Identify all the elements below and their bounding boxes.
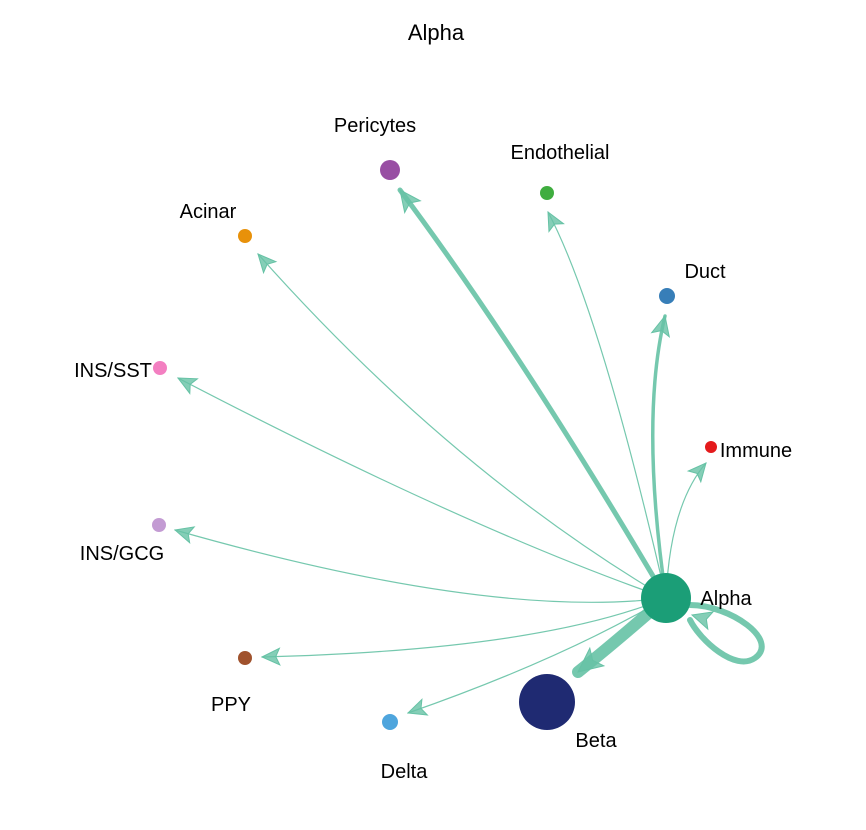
node-label-delta: Delta [381, 761, 429, 783]
node-label-ppy: PPY [211, 694, 251, 716]
edge-arrow-duct [650, 314, 671, 339]
edge-arrow-self-loop [690, 611, 715, 631]
edge-self-loop [687, 602, 765, 665]
node-alpha[interactable] [641, 573, 691, 623]
edge-pericytes [397, 187, 669, 601]
node-label-endothelial: Endothelial [511, 142, 610, 164]
node-delta[interactable] [382, 714, 398, 730]
edge-delta [407, 597, 667, 714]
edge-endothelial [547, 211, 667, 599]
edge-acinar [257, 253, 667, 599]
node-label-pericytes: Pericytes [334, 115, 416, 137]
edge-arrow-ppy [260, 647, 281, 666]
node-pericytes[interactable] [380, 160, 400, 180]
node-acinar[interactable] [238, 229, 252, 243]
edge-arrow-beta [577, 646, 606, 673]
node-ppy[interactable] [238, 651, 252, 665]
edge-arrow-endothelial [547, 210, 565, 233]
node-label-duct: Duct [684, 261, 726, 283]
node-immune[interactable] [705, 441, 717, 453]
edge-arrow-acinar [257, 253, 278, 275]
edge-arrow-immune [686, 462, 707, 484]
node-ins-gcg[interactable] [152, 518, 166, 532]
edge-arrow-ins-gcg [173, 526, 196, 545]
node-endothelial[interactable] [540, 186, 554, 200]
diagram-title: Alpha [408, 20, 465, 45]
node-beta[interactable] [519, 674, 575, 730]
node-label-beta: Beta [575, 730, 617, 752]
node-label-acinar: Acinar [180, 201, 237, 223]
edges-layer [173, 187, 765, 716]
edge-arrow-delta [406, 698, 429, 716]
node-label-ins-sst: INS/SST [74, 360, 152, 382]
nodes-layer [152, 160, 717, 730]
node-label-alpha: Alpha [700, 588, 752, 610]
node-label-immune: Immune [720, 440, 792, 462]
edge-arrow-ins-sst [176, 377, 199, 395]
edge-arrow-pericytes [399, 189, 422, 214]
edge-ppy [261, 597, 667, 658]
edge-duct [651, 314, 668, 600]
edge-ins-sst [177, 377, 667, 599]
node-label-ins-gcg: INS/GCG [80, 543, 164, 565]
edge-ins-gcg [174, 529, 667, 603]
node-duct[interactable] [659, 288, 675, 304]
labels-layer: Alpha Beta Delta PPY INS/GCG INS/SST Acinar Per… [74, 115, 792, 783]
node-ins-sst[interactable] [153, 361, 167, 375]
